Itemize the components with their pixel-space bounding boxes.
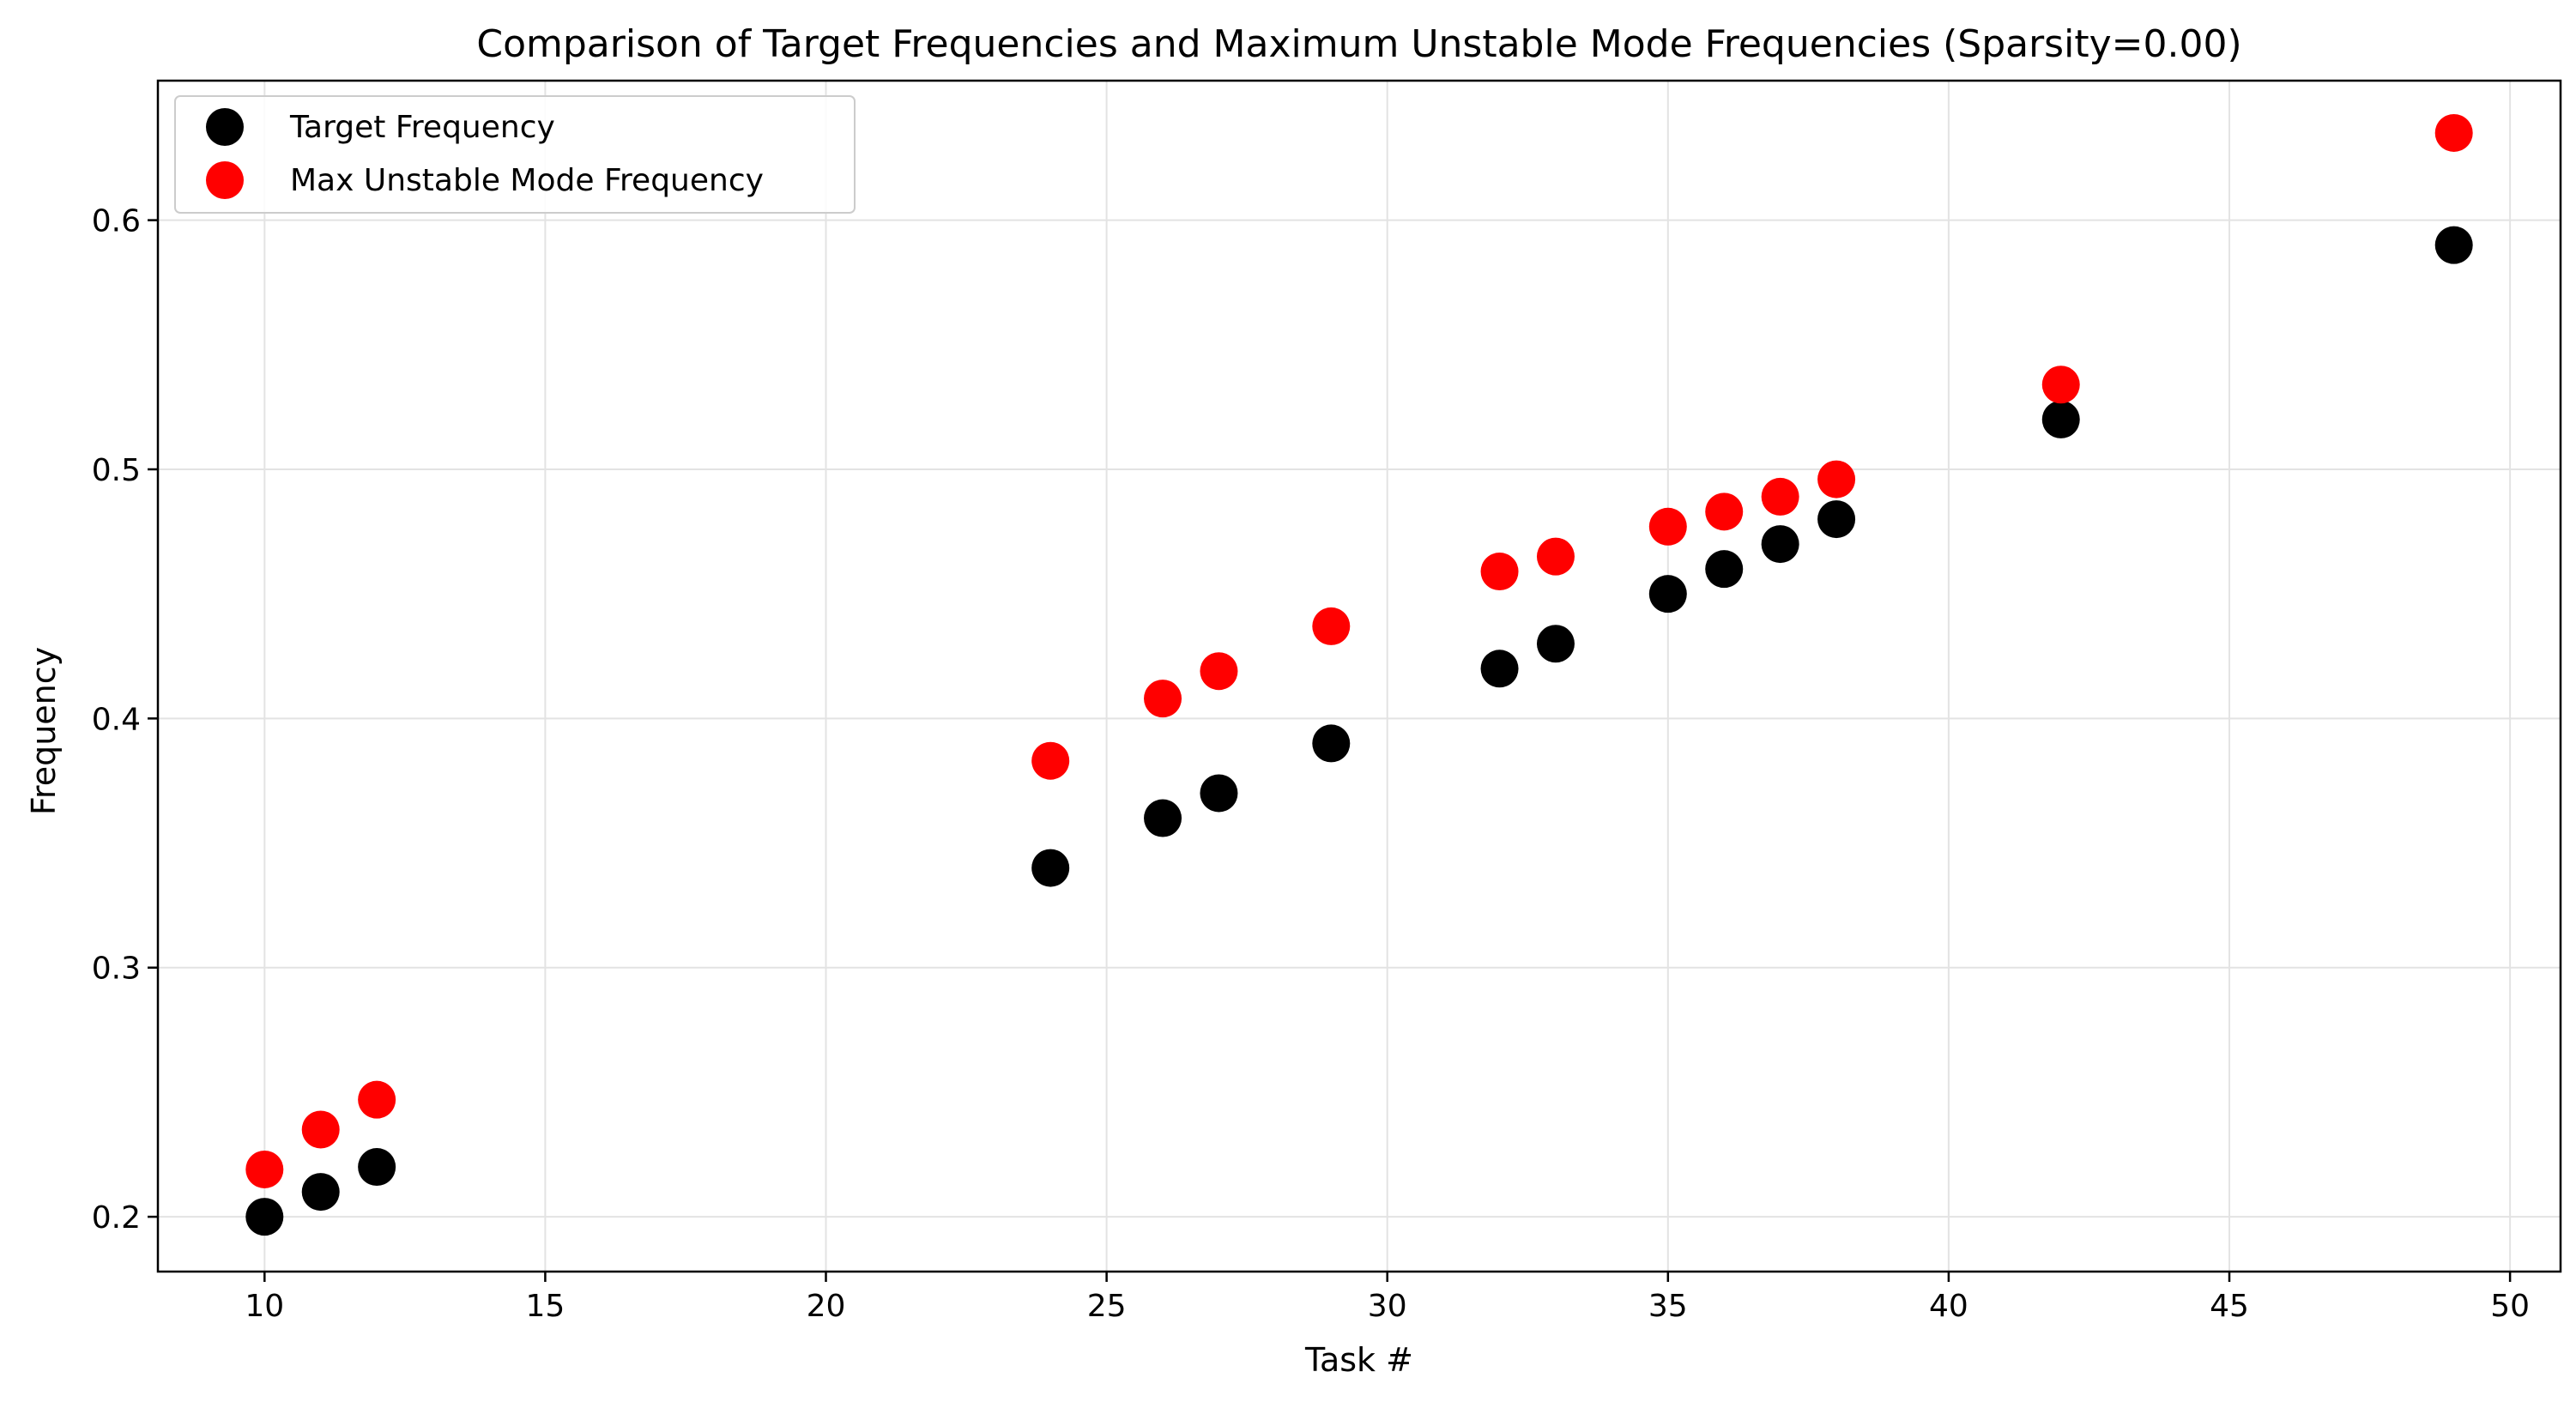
data-point — [1144, 680, 1182, 717]
data-point — [2435, 227, 2473, 264]
legend-label-target: Target Frequency — [289, 110, 555, 145]
data-point — [1537, 625, 1575, 662]
data-point — [1312, 607, 1350, 645]
data-point — [1031, 849, 1069, 887]
data-point — [1031, 742, 1069, 780]
x-axis-label: Task # — [1304, 1341, 1413, 1379]
x-tick-label: 45 — [2210, 1289, 2249, 1324]
x-tick-label: 20 — [807, 1289, 846, 1324]
y-axis-label: Frequency — [25, 647, 63, 815]
data-point — [1817, 461, 1855, 499]
x-tick-label: 35 — [1648, 1289, 1688, 1324]
data-point — [245, 1198, 283, 1236]
y-tick-label: 0.5 — [92, 453, 141, 488]
data-point — [1705, 493, 1743, 530]
y-tick-label: 0.4 — [92, 702, 141, 737]
x-tick-label: 30 — [1368, 1289, 1407, 1324]
data-point — [1481, 553, 1519, 590]
x-tick-label: 15 — [525, 1289, 565, 1324]
data-point — [302, 1173, 340, 1211]
data-point — [245, 1151, 283, 1188]
data-point — [1481, 650, 1519, 687]
data-point — [1762, 478, 1799, 516]
x-tick-label: 10 — [245, 1289, 284, 1324]
data-point — [1312, 724, 1350, 762]
y-tick-label: 0.3 — [92, 952, 141, 987]
chart-title: Comparison of Target Frequencies and Max… — [476, 22, 2241, 66]
data-point — [2435, 114, 2473, 152]
data-point — [358, 1148, 396, 1186]
data-point — [1144, 800, 1182, 837]
data-point — [302, 1110, 340, 1148]
data-point — [1537, 538, 1575, 576]
data-point — [1705, 550, 1743, 588]
legend-label-max-unstable: Max Unstable Mode Frequency — [290, 163, 764, 198]
x-tick-label: 50 — [2490, 1289, 2530, 1324]
data-point — [358, 1081, 396, 1119]
data-point — [1817, 500, 1855, 538]
x-tick-label: 40 — [1929, 1289, 1968, 1324]
data-point — [1649, 575, 1687, 613]
data-point — [1649, 508, 1687, 546]
data-point — [2042, 366, 2080, 403]
legend-marker-target — [206, 108, 244, 146]
data-point — [2042, 401, 2080, 438]
legend: Target Frequency Max Unstable Mode Frequ… — [175, 96, 855, 213]
y-tick-label: 0.2 — [92, 1200, 141, 1236]
y-tick-label: 0.6 — [92, 204, 141, 239]
x-tick-label: 25 — [1087, 1289, 1127, 1324]
data-point — [1200, 774, 1237, 812]
legend-marker-max-unstable — [206, 161, 244, 199]
data-point — [1762, 525, 1799, 563]
data-point — [1200, 652, 1237, 690]
